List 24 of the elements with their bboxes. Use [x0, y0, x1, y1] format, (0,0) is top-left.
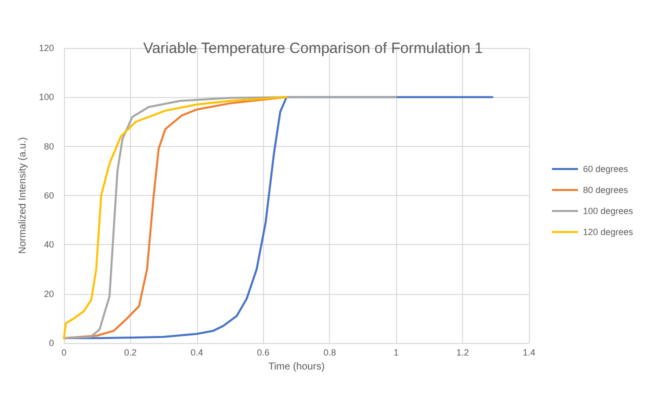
x-tick-label: 1 [394, 348, 399, 358]
legend-label: 120 degrees [582, 227, 634, 237]
chart-title: Variable Temperature Comparison of Formulation 1 [143, 40, 483, 57]
y-tick-label: 80 [44, 141, 54, 152]
x-tick-label: 1.2 [456, 348, 469, 358]
y-tick-label: 0 [48, 338, 54, 348]
legend-label: 60 degrees [582, 164, 628, 174]
y-tick-label: 60 [44, 190, 54, 200]
x-tick-label: 0 [61, 348, 67, 358]
x-tick-label: 0.6 [257, 348, 270, 358]
x-tick-label: 0.8 [323, 348, 336, 358]
line-series [63, 96, 398, 340]
line-series [63, 96, 288, 340]
y-tick-label: 100 [38, 92, 54, 102]
y-tick-label: 40 [44, 240, 54, 250]
x-tick-label: 0.4 [190, 348, 204, 358]
x-tick-label: 1.4 [522, 348, 536, 358]
legend-label: 80 degrees [582, 185, 628, 195]
legend-label: 100 degrees [582, 206, 634, 216]
y-tick-label: 120 [38, 43, 54, 53]
x-tick-label: 0.2 [124, 348, 137, 358]
y-axis-title: Normalized Intensity (a.u.) [18, 137, 29, 254]
y-tick-label: 20 [44, 288, 54, 299]
x-axis-title: Time (hours) [268, 361, 325, 372]
